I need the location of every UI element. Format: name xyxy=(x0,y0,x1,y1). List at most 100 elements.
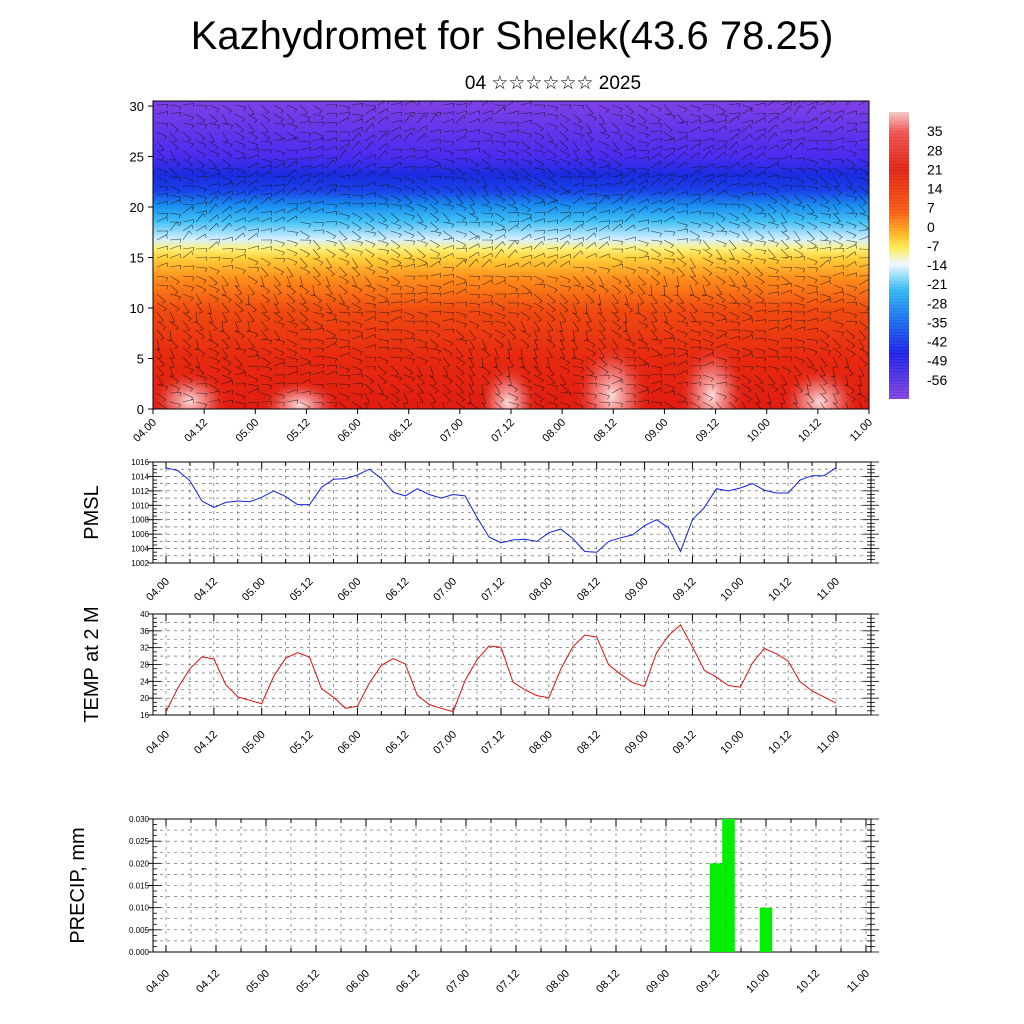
barb xyxy=(351,132,360,142)
ytick-label: 1006 xyxy=(131,530,149,539)
barb xyxy=(650,122,663,125)
barb-flag xyxy=(387,347,390,352)
barb xyxy=(325,188,335,196)
ytick-label: 1002 xyxy=(131,559,149,568)
barb-flag xyxy=(372,297,376,302)
barb xyxy=(429,230,441,233)
barb xyxy=(221,122,233,126)
barb xyxy=(377,275,389,279)
barb-flag xyxy=(412,241,416,245)
barb xyxy=(286,136,298,142)
barb xyxy=(156,122,169,124)
barb-flag xyxy=(855,123,858,128)
barb xyxy=(598,241,608,250)
barb xyxy=(234,167,246,172)
barb xyxy=(650,284,653,297)
heat-ytick-label: 30 xyxy=(130,99,144,114)
barb xyxy=(247,205,257,214)
barb xyxy=(585,401,597,406)
barb xyxy=(806,365,818,371)
barb xyxy=(663,206,674,214)
barb xyxy=(221,149,232,156)
barb xyxy=(247,401,259,404)
barb-flag xyxy=(412,359,415,364)
barb xyxy=(286,371,298,376)
barb xyxy=(468,167,480,172)
barb xyxy=(481,131,493,136)
barb xyxy=(767,248,776,258)
barb-flag xyxy=(543,112,546,117)
barb xyxy=(416,176,428,182)
barb-flag xyxy=(411,216,415,220)
barb-flag xyxy=(594,394,598,399)
barb xyxy=(338,248,349,255)
barb xyxy=(780,256,792,259)
barb xyxy=(819,203,831,210)
barb xyxy=(468,251,479,259)
barb xyxy=(676,151,686,160)
barb-flag xyxy=(159,320,164,323)
barb xyxy=(546,302,556,311)
barb-flag xyxy=(160,157,165,160)
xtick-label: 05.00 xyxy=(240,729,268,757)
barb-flag xyxy=(569,234,571,239)
barb xyxy=(208,329,213,341)
barb xyxy=(546,185,557,192)
barb-flag xyxy=(680,257,685,260)
barb-flag xyxy=(659,152,662,157)
barb-flag xyxy=(475,218,479,222)
barb xyxy=(832,320,844,325)
barb-flag xyxy=(748,227,752,231)
barb xyxy=(234,157,246,160)
barb-flag xyxy=(357,227,362,231)
barb xyxy=(299,378,310,385)
barb-flag xyxy=(256,233,259,238)
barb-flag xyxy=(270,184,273,189)
barb-flag xyxy=(744,411,748,412)
barb xyxy=(299,200,311,205)
barb xyxy=(767,347,779,353)
barb xyxy=(780,230,790,239)
barb xyxy=(377,266,389,272)
barb-flag xyxy=(504,229,507,234)
barb-flag xyxy=(399,286,403,291)
barb-flag xyxy=(451,152,454,157)
barb xyxy=(572,182,584,187)
barb-flag xyxy=(682,263,687,267)
barb xyxy=(559,240,568,250)
heat-ytick-label: 0 xyxy=(137,402,144,417)
barb xyxy=(208,113,218,122)
barb-flag xyxy=(504,294,507,298)
barb xyxy=(689,275,699,284)
barb-flag xyxy=(641,293,646,296)
barb-flag xyxy=(399,205,403,210)
barb-flag xyxy=(747,254,752,258)
barb xyxy=(234,266,246,271)
barb xyxy=(286,160,296,169)
barb xyxy=(364,116,375,124)
barb xyxy=(364,108,375,115)
barb xyxy=(650,401,663,403)
barb xyxy=(156,275,168,278)
barb xyxy=(702,347,714,351)
barb xyxy=(546,229,558,232)
barb-flag xyxy=(527,335,531,339)
barb xyxy=(819,116,830,124)
barb xyxy=(364,141,373,151)
barb xyxy=(481,110,493,115)
barb xyxy=(468,374,475,385)
barb-flag xyxy=(516,224,519,229)
barb xyxy=(676,320,688,324)
barb xyxy=(325,145,337,151)
barb-flag xyxy=(243,107,246,111)
barb xyxy=(195,167,206,174)
barb xyxy=(260,196,270,205)
barb xyxy=(520,194,531,202)
barb-flag xyxy=(537,373,542,376)
barb-flag xyxy=(459,391,464,394)
barb-flag xyxy=(386,278,390,282)
barb xyxy=(403,185,415,190)
barb xyxy=(364,230,376,234)
barb xyxy=(481,347,491,356)
barb-flag xyxy=(239,309,244,313)
